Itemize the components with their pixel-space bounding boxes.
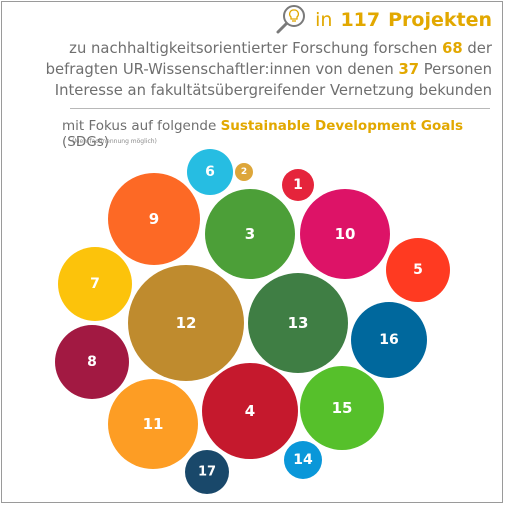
sdg-circle-16 bbox=[351, 302, 427, 378]
sdg-bubble-9: 9 bbox=[108, 173, 200, 265]
line1-post: der bbox=[467, 40, 492, 57]
sdg-bubble-11: 11 bbox=[108, 379, 198, 469]
footnote: (Mehrfachnennung möglich) bbox=[72, 138, 157, 145]
line2-pre: befragten UR-Wissenschaftler:innen von d… bbox=[45, 61, 394, 78]
sdg-bubble-14: 14 bbox=[284, 441, 322, 479]
focus-highlight: Sustainable Development Goals bbox=[220, 118, 463, 134]
sdg-label-12: 12 bbox=[176, 314, 197, 332]
projects-count: 117 bbox=[340, 9, 381, 31]
line1-pre: zu nachhaltigkeitsorientierter Forschung… bbox=[69, 40, 438, 57]
summary-line-2: befragten UR-Wissenschaftler:innen von d… bbox=[22, 59, 492, 80]
title-row: in 117 Projekten bbox=[275, 4, 492, 36]
sdg-bubble-3: 3 bbox=[205, 189, 295, 279]
sdg-bubble-13: 13 bbox=[248, 273, 348, 373]
sdg-circle-2 bbox=[235, 163, 253, 181]
sdg-label-5: 5 bbox=[413, 262, 423, 278]
sdg-circle-8 bbox=[55, 325, 129, 399]
focus-line: mit Fokus auf folgende Sustainable Devel… bbox=[62, 118, 506, 150]
sdg-label-2: 2 bbox=[241, 167, 247, 177]
sdg-label-9: 9 bbox=[149, 210, 159, 228]
summary-line-1: zu nachhaltigkeitsorientierter Forschung… bbox=[22, 38, 492, 59]
magnifier-lightbulb-icon bbox=[276, 5, 306, 34]
header: in 117 Projekten zu nachhaltigkeitsorien… bbox=[0, 0, 506, 160]
sdg-circle-14 bbox=[284, 441, 322, 479]
sdg-circle-9 bbox=[108, 173, 200, 265]
divider bbox=[70, 108, 490, 109]
sdg-circle-4 bbox=[202, 363, 298, 459]
sdg-circle-1 bbox=[282, 169, 314, 201]
summary-line-3: Interesse an fakultätsübergreifender Ver… bbox=[54, 82, 492, 99]
sdg-bubble-10: 10 bbox=[300, 189, 390, 279]
sdg-circle-6 bbox=[187, 149, 233, 195]
sdg-circle-3 bbox=[205, 189, 295, 279]
sdg-label-7: 7 bbox=[90, 276, 100, 292]
sdg-circle-5 bbox=[386, 238, 450, 302]
sdg-bubble-15: 15 bbox=[300, 366, 384, 450]
sdg-circle-12 bbox=[128, 265, 244, 381]
sdg-bubble-2: 2 bbox=[235, 163, 253, 181]
sdg-label-15: 15 bbox=[332, 399, 353, 417]
persons-count: 37 bbox=[398, 61, 420, 78]
sdg-bubble-5: 5 bbox=[386, 238, 450, 302]
sdg-label-1: 1 bbox=[293, 177, 303, 193]
line2-post: Personen bbox=[423, 61, 492, 78]
sdg-label-10: 10 bbox=[335, 225, 356, 243]
title-in: in bbox=[315, 9, 333, 31]
summary-text: zu nachhaltigkeitsorientierter Forschung… bbox=[22, 38, 492, 101]
focus-pre: mit Fokus auf folgende bbox=[62, 118, 217, 134]
sdg-bubble-8: 8 bbox=[55, 325, 129, 399]
sdg-circle-15 bbox=[300, 366, 384, 450]
sdg-label-3: 3 bbox=[245, 225, 255, 243]
sdg-circle-10 bbox=[300, 189, 390, 279]
sdg-bubble-12: 12 bbox=[128, 265, 244, 381]
focus-post: (SDGs) bbox=[62, 134, 109, 150]
sdg-label-6: 6 bbox=[205, 164, 215, 180]
sdg-label-13: 13 bbox=[288, 314, 309, 332]
projects-word: Projekten bbox=[388, 9, 492, 31]
sdg-label-16: 16 bbox=[379, 332, 398, 348]
sdg-circle-11 bbox=[108, 379, 198, 469]
sdg-label-11: 11 bbox=[143, 415, 164, 433]
sdg-bubble-4: 4 bbox=[202, 363, 298, 459]
sdg-circle-17 bbox=[185, 450, 229, 494]
sdg-bubble-7: 7 bbox=[58, 247, 132, 321]
researchers-count: 68 bbox=[442, 40, 463, 57]
sdg-bubble-6: 6 bbox=[187, 149, 233, 195]
sdg-bubble-16: 16 bbox=[351, 302, 427, 378]
sdg-label-8: 8 bbox=[87, 354, 97, 370]
sdg-label-4: 4 bbox=[245, 402, 255, 420]
sdg-label-14: 14 bbox=[293, 452, 313, 468]
sdg-bubble-1: 1 bbox=[282, 169, 314, 201]
sdg-circle-13 bbox=[248, 273, 348, 373]
sdg-label-17: 17 bbox=[198, 465, 216, 480]
sdg-circle-7 bbox=[58, 247, 132, 321]
sdg-bubble-17: 17 bbox=[185, 450, 229, 494]
